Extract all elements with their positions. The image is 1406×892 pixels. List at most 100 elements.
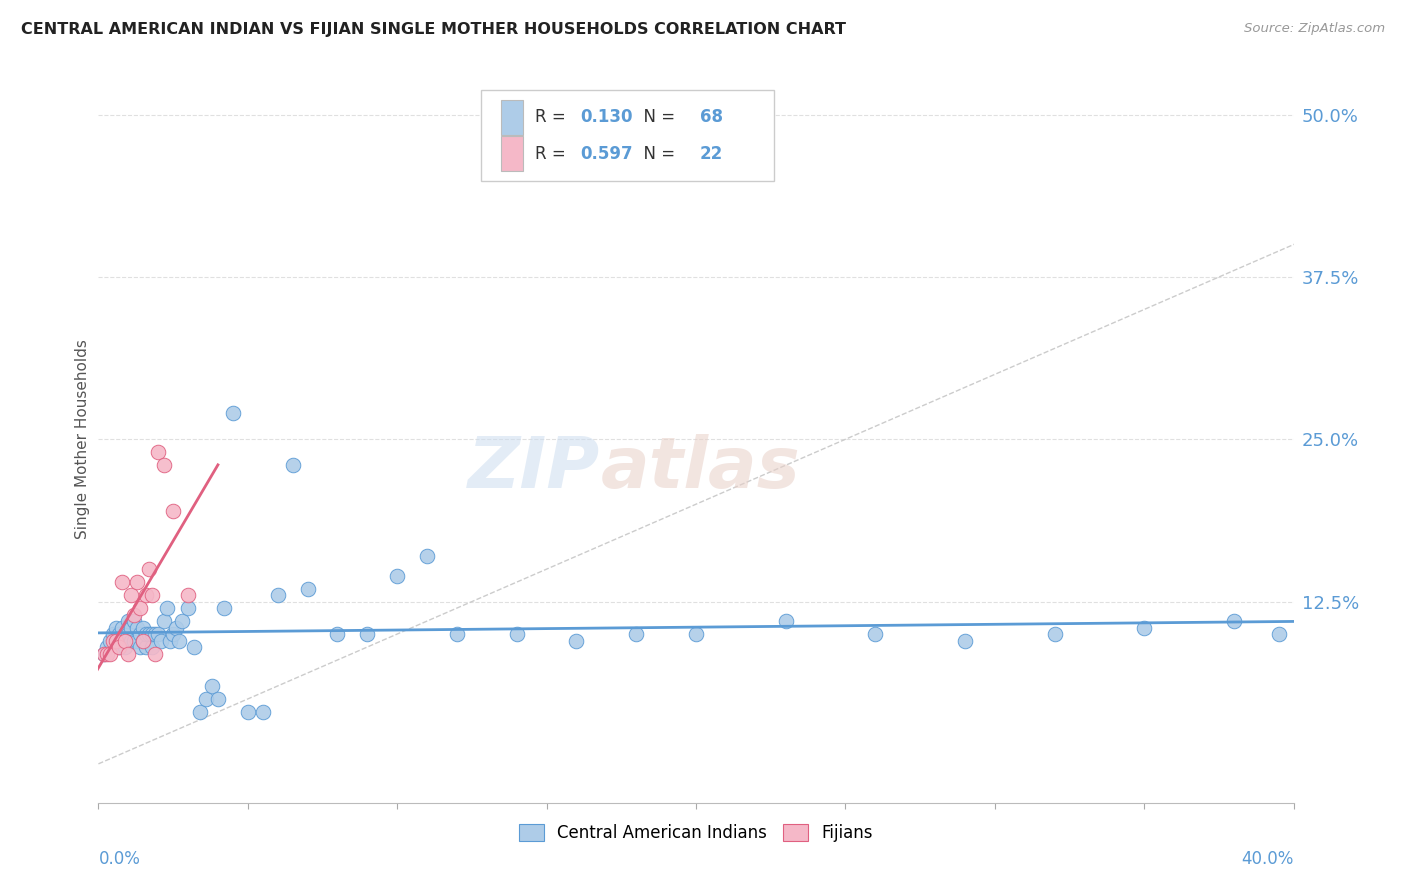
Point — [129, 601, 152, 615]
Point — [98, 647, 122, 661]
Point — [120, 588, 142, 602]
Point — [105, 633, 128, 648]
Text: 0.0%: 0.0% — [98, 850, 141, 868]
Point — [135, 640, 157, 654]
Point — [93, 647, 115, 661]
Point — [135, 588, 157, 602]
Text: R =: R = — [534, 145, 571, 162]
FancyBboxPatch shape — [501, 136, 523, 171]
Point — [212, 601, 235, 615]
Point — [143, 647, 166, 661]
Point — [153, 458, 176, 473]
Point — [138, 562, 160, 576]
Point — [159, 633, 181, 648]
Point — [162, 504, 184, 518]
Text: 0.130: 0.130 — [581, 108, 633, 127]
Point — [93, 647, 115, 661]
Point — [135, 627, 157, 641]
Point — [108, 640, 131, 654]
Point — [105, 633, 128, 648]
Point — [1267, 627, 1289, 641]
Text: N =: N = — [633, 108, 681, 127]
Point — [201, 679, 224, 693]
Point — [120, 633, 142, 648]
Point — [117, 627, 139, 641]
Point — [297, 582, 319, 596]
Point — [127, 575, 149, 590]
Point — [111, 575, 134, 590]
Point — [252, 705, 274, 719]
Point — [150, 633, 173, 648]
Point — [326, 627, 349, 641]
Text: atlas: atlas — [600, 434, 800, 503]
Point — [103, 633, 125, 648]
Point — [127, 621, 149, 635]
Point — [1043, 627, 1066, 641]
Point — [356, 627, 378, 641]
Point — [114, 640, 136, 654]
Point — [141, 627, 163, 641]
Point — [953, 633, 976, 648]
Point — [183, 640, 205, 654]
Point — [129, 640, 152, 654]
Point — [111, 633, 134, 648]
Point — [124, 614, 146, 628]
Y-axis label: Single Mother Households: Single Mother Households — [75, 339, 90, 540]
Point — [236, 705, 259, 719]
Point — [120, 621, 142, 635]
Point — [96, 647, 118, 661]
Point — [506, 627, 529, 641]
Point — [98, 633, 122, 648]
Point — [195, 692, 218, 706]
Point — [124, 607, 146, 622]
Point — [129, 627, 152, 641]
Point — [207, 692, 229, 706]
Point — [385, 568, 409, 582]
Point — [111, 621, 134, 635]
Point — [775, 614, 797, 628]
Point — [416, 549, 439, 563]
Point — [865, 627, 887, 641]
Point — [1133, 621, 1156, 635]
Point — [685, 627, 707, 641]
Point — [114, 627, 136, 641]
Point — [267, 588, 290, 602]
Text: 40.0%: 40.0% — [1241, 850, 1294, 868]
Point — [117, 614, 139, 628]
Point — [153, 614, 176, 628]
Text: ZIP: ZIP — [468, 434, 600, 503]
Point — [148, 445, 170, 459]
Point — [446, 627, 468, 641]
Point — [96, 640, 118, 654]
Point — [162, 627, 184, 641]
Point — [108, 627, 131, 641]
Point — [124, 633, 146, 648]
Text: 0.597: 0.597 — [581, 145, 633, 162]
Point — [132, 621, 155, 635]
Point — [143, 627, 166, 641]
Point — [281, 458, 304, 473]
Point — [132, 633, 155, 648]
Text: 22: 22 — [700, 145, 723, 162]
Point — [565, 633, 588, 648]
Point — [127, 633, 149, 648]
Text: N =: N = — [633, 145, 681, 162]
Text: 68: 68 — [700, 108, 723, 127]
Legend: Central American Indians, Fijians: Central American Indians, Fijians — [512, 817, 880, 849]
Point — [141, 640, 163, 654]
Point — [167, 633, 190, 648]
Point — [117, 647, 139, 661]
Point — [172, 614, 194, 628]
FancyBboxPatch shape — [481, 90, 773, 181]
Point — [138, 627, 160, 641]
Point — [165, 621, 187, 635]
Point — [626, 627, 648, 641]
Text: R =: R = — [534, 108, 571, 127]
Point — [108, 640, 131, 654]
Point — [148, 627, 170, 641]
Text: Source: ZipAtlas.com: Source: ZipAtlas.com — [1244, 22, 1385, 36]
Point — [222, 406, 245, 420]
Point — [1223, 614, 1246, 628]
Point — [188, 705, 211, 719]
Text: CENTRAL AMERICAN INDIAN VS FIJIAN SINGLE MOTHER HOUSEHOLDS CORRELATION CHART: CENTRAL AMERICAN INDIAN VS FIJIAN SINGLE… — [21, 22, 846, 37]
